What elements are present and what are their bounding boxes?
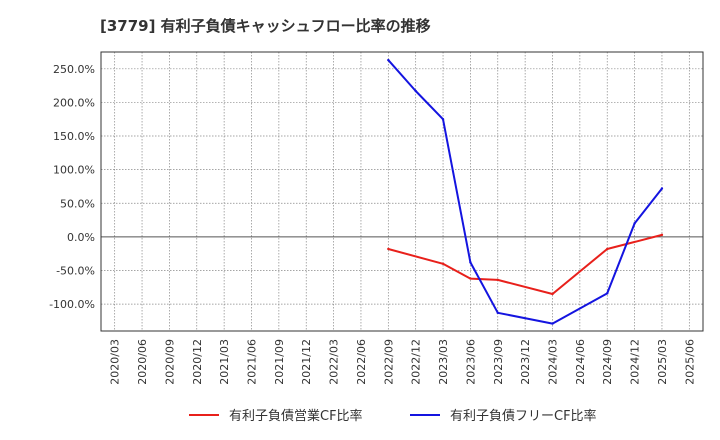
series-2-point bbox=[606, 292, 609, 295]
legend-label-1: 有利子負債営業CF比率 bbox=[229, 408, 363, 424]
x-tick-label: 2024/12 bbox=[629, 339, 642, 385]
series-2-point bbox=[551, 322, 554, 325]
x-tick-label: 2020/06 bbox=[136, 339, 149, 385]
series-2-point bbox=[469, 261, 472, 264]
x-tick-label: 2023/12 bbox=[519, 339, 532, 385]
x-tick-label: 2023/09 bbox=[492, 339, 505, 385]
series-2-point bbox=[496, 311, 499, 315]
x-tick-label: 2025/06 bbox=[683, 339, 696, 385]
y-tick-label: 200.0% bbox=[53, 96, 95, 109]
series-1-point bbox=[606, 247, 609, 251]
series-2-point bbox=[633, 222, 636, 225]
series-2-point bbox=[387, 58, 390, 62]
x-tick-label: 2024/03 bbox=[547, 339, 560, 385]
series-1-point bbox=[551, 292, 554, 296]
x-tick-label: 2022/09 bbox=[382, 339, 395, 385]
legend: 有利子負債営業CF比率 有利子負債フリーCF比率 bbox=[189, 408, 597, 424]
series-1-point bbox=[469, 277, 472, 280]
y-tick-label: -100.0% bbox=[49, 298, 95, 311]
chart-title: [3779] 有利子負債キャッシュフロー比率の推移 bbox=[100, 17, 431, 35]
x-tick-label: 2020/03 bbox=[109, 339, 122, 385]
x-tick-label: 2023/03 bbox=[437, 339, 450, 385]
series-2-point bbox=[660, 187, 664, 190]
series-2-point bbox=[441, 118, 445, 121]
x-tick-label: 2024/09 bbox=[601, 339, 614, 385]
x-tick-label: 2021/09 bbox=[273, 339, 286, 385]
plot-area: 250.0% 200.0% 150.0% 100.0% 50.0% 0.0% -50.0% -… bbox=[49, 51, 704, 385]
x-tick-label: 2021/12 bbox=[300, 339, 313, 385]
series-1-point bbox=[496, 278, 499, 282]
x-tick-label: 2020/09 bbox=[163, 339, 176, 385]
y-tick-label: 150.0% bbox=[53, 130, 95, 143]
legend-label-2: 有利子負債フリーCF比率 bbox=[450, 408, 597, 424]
series-1-point bbox=[441, 262, 445, 265]
x-tick-label: 2022/03 bbox=[328, 339, 341, 385]
series-1-point bbox=[387, 247, 390, 251]
series-1-point bbox=[660, 233, 664, 237]
y-tick-label: 100.0% bbox=[53, 164, 95, 177]
x-tick-label: 2024/06 bbox=[574, 339, 587, 385]
y-tick-label: 0.0% bbox=[67, 231, 95, 244]
x-tick-label: 2025/03 bbox=[656, 339, 669, 385]
y-tick-label: -50.0% bbox=[56, 264, 95, 277]
x-tick-label: 2020/12 bbox=[191, 339, 204, 385]
y-tick-label: 250.0% bbox=[53, 63, 95, 76]
x-tick-label: 2021/03 bbox=[218, 339, 231, 385]
x-tick-label: 2023/06 bbox=[464, 339, 477, 385]
plot-background bbox=[101, 52, 703, 331]
plot-frame bbox=[100, 51, 704, 332]
x-tick-label: 2022/12 bbox=[410, 339, 423, 385]
y-tick-label: 50.0% bbox=[60, 197, 95, 210]
series-2-point bbox=[414, 89, 417, 93]
x-tick-label: 2022/06 bbox=[355, 339, 368, 385]
x-tick-label: 2021/06 bbox=[246, 339, 259, 385]
